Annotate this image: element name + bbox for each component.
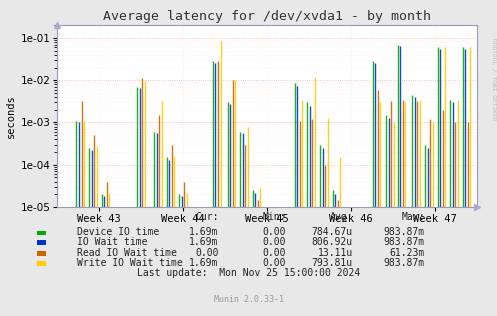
Text: Munin 2.0.33-1: Munin 2.0.33-1 <box>214 295 283 304</box>
Text: 0.00: 0.00 <box>195 248 219 258</box>
Text: Last update:  Mon Nov 25 15:00:00 2024: Last update: Mon Nov 25 15:00:00 2024 <box>137 268 360 277</box>
Text: Avg:: Avg: <box>330 212 353 222</box>
Text: 1.69m: 1.69m <box>189 227 219 237</box>
Text: Write IO Wait time: Write IO Wait time <box>77 258 183 268</box>
Text: Min:: Min: <box>262 212 286 222</box>
Text: 1.69m: 1.69m <box>189 258 219 268</box>
Text: Device IO time: Device IO time <box>77 227 159 237</box>
Text: 983.87m: 983.87m <box>384 258 425 268</box>
Text: 784.67u: 784.67u <box>312 227 353 237</box>
Text: 1.69m: 1.69m <box>189 237 219 247</box>
Text: 61.23m: 61.23m <box>390 248 425 258</box>
Text: 983.87m: 983.87m <box>384 227 425 237</box>
Text: 0.00: 0.00 <box>262 258 286 268</box>
Text: 793.81u: 793.81u <box>312 258 353 268</box>
Text: Cur:: Cur: <box>195 212 219 222</box>
Text: 0.00: 0.00 <box>262 237 286 247</box>
Text: Max:: Max: <box>402 212 425 222</box>
Text: RRDTOOL / TOBI OETIKER: RRDTOOL / TOBI OETIKER <box>491 38 496 120</box>
Text: 13.11u: 13.11u <box>318 248 353 258</box>
Text: 0.00: 0.00 <box>262 227 286 237</box>
Y-axis label: seconds: seconds <box>6 94 16 138</box>
Text: Read IO Wait time: Read IO Wait time <box>77 248 177 258</box>
Text: 806.92u: 806.92u <box>312 237 353 247</box>
Text: 983.87m: 983.87m <box>384 237 425 247</box>
Text: IO Wait time: IO Wait time <box>77 237 148 247</box>
Title: Average latency for /dev/xvda1 - by month: Average latency for /dev/xvda1 - by mont… <box>103 10 431 23</box>
Text: 0.00: 0.00 <box>262 248 286 258</box>
